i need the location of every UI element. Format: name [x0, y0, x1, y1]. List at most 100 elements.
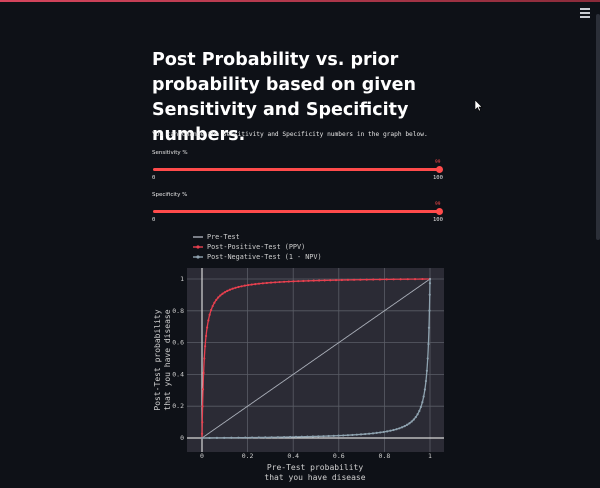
data-point-marker [421, 277, 424, 281]
data-point-marker [265, 281, 268, 285]
mouse-cursor-icon [475, 100, 483, 112]
data-point-marker [422, 395, 425, 398]
data-point-marker [365, 278, 368, 281]
hamburger-icon[interactable] [580, 8, 592, 18]
data-point-marker [201, 405, 204, 408]
pre-test-series-line [201, 278, 431, 439]
y-axis-label-line1: Post-Test probability [153, 309, 162, 410]
page-title: Post Probability vs. prior probability b… [152, 50, 416, 145]
x-tick-label: 0.2 [242, 452, 254, 460]
data-point-marker [403, 425, 406, 428]
data-point-marker [250, 283, 253, 286]
slider-track[interactable] [153, 210, 440, 213]
slider-handle[interactable] [436, 208, 443, 215]
data-point-marker [243, 284, 246, 287]
slider-max-label: 100 [433, 175, 443, 181]
data-point-marker [247, 283, 250, 287]
data-point-marker [359, 278, 362, 281]
data-point-marker [297, 280, 300, 283]
data-point-marker [282, 280, 286, 283]
data-point-marker [270, 436, 273, 439]
legend-marker [196, 245, 200, 249]
data-point-marker [223, 436, 226, 439]
series-lines [200, 277, 432, 440]
data-point-marker [226, 289, 229, 292]
legend-label[interactable]: Pre-Test [207, 233, 240, 241]
data-point-marker [204, 345, 207, 348]
data-point-marker [428, 309, 431, 312]
data-point-marker [221, 292, 224, 295]
data-point-marker [375, 431, 378, 435]
data-point-marker [399, 278, 402, 281]
data-point-marker [234, 286, 237, 289]
data-point-marker [428, 293, 431, 296]
data-point-marker [386, 430, 389, 433]
data-point-marker [427, 342, 430, 346]
data-point-marker [327, 434, 330, 438]
data-point-marker [264, 436, 267, 439]
data-point-marker [419, 405, 422, 409]
y-tick-label: 0.8 [172, 307, 184, 315]
data-point-marker [412, 418, 415, 421]
legend-label[interactable]: Post-Positive-Test (PPV) [207, 243, 305, 251]
data-point-marker [207, 319, 210, 322]
data-point-marker [257, 436, 260, 439]
data-point-marker [329, 279, 332, 282]
slider-max-label: 100 [433, 217, 443, 223]
data-point-marker [406, 423, 409, 426]
legend: Pre-Test Post-Positive-Test (PPV) Post-Neg… [193, 233, 322, 261]
data-point-marker [382, 430, 385, 434]
slider-handle[interactable] [436, 166, 443, 173]
data-point-marker [274, 281, 277, 284]
slider-track[interactable] [153, 168, 440, 171]
data-point-marker [318, 279, 321, 282]
data-point-marker [426, 357, 429, 360]
data-point-marker [392, 278, 395, 281]
slider-min-label: 0 [152, 175, 156, 181]
data-point-marker [257, 282, 261, 285]
data-point-marker [250, 436, 254, 439]
x-axis-label-line2: that you have disease [264, 473, 365, 482]
y-tick-label: 0.6 [172, 339, 184, 347]
data-point-marker [302, 279, 305, 283]
data-point-marker [201, 388, 205, 391]
legend-marker [196, 255, 200, 259]
data-point-marker [424, 379, 428, 383]
y-tick-label: 0.4 [172, 370, 184, 378]
data-point-marker [230, 436, 233, 439]
data-point-marker [261, 282, 264, 285]
data-point-marker [307, 279, 310, 282]
data-point-marker [203, 357, 206, 360]
data-point-marker [337, 434, 340, 437]
data-point-marker [379, 431, 382, 434]
data-point-marker [413, 278, 417, 281]
data-point-marker [219, 294, 222, 297]
data-point-marker [352, 278, 356, 281]
data-point-marker [371, 432, 375, 435]
x-tick-label: 0.4 [287, 452, 299, 460]
data-point-marker [414, 415, 417, 419]
data-point-marker [287, 280, 290, 283]
data-point-marker [312, 279, 315, 282]
data-point-marker [217, 296, 220, 299]
data-point-marker [400, 426, 404, 429]
data-point-marker [428, 277, 432, 281]
data-point-marker [425, 369, 428, 372]
data-point-marker [210, 308, 213, 312]
data-point-marker [317, 435, 320, 438]
data-point-marker [254, 282, 257, 286]
data-point-marker [406, 278, 409, 281]
data-point-marker [306, 435, 309, 438]
legend-label[interactable]: Post-Negative-Test (1 - NPV) [207, 253, 322, 261]
scrollbar[interactable] [596, 14, 600, 240]
data-point-marker [208, 436, 211, 440]
data-point-marker [201, 421, 204, 424]
data-point-marker [237, 285, 240, 289]
data-point-marker [311, 435, 314, 438]
data-point-marker [368, 432, 371, 435]
tick-labels: 0 0.2 0.4 0.6 0.8 1 0 0.2 0.4 0.6 0.8 1 [172, 275, 432, 460]
x-tick-label: 0.6 [333, 452, 345, 460]
data-point-marker [421, 401, 424, 404]
data-point-marker [204, 334, 208, 338]
